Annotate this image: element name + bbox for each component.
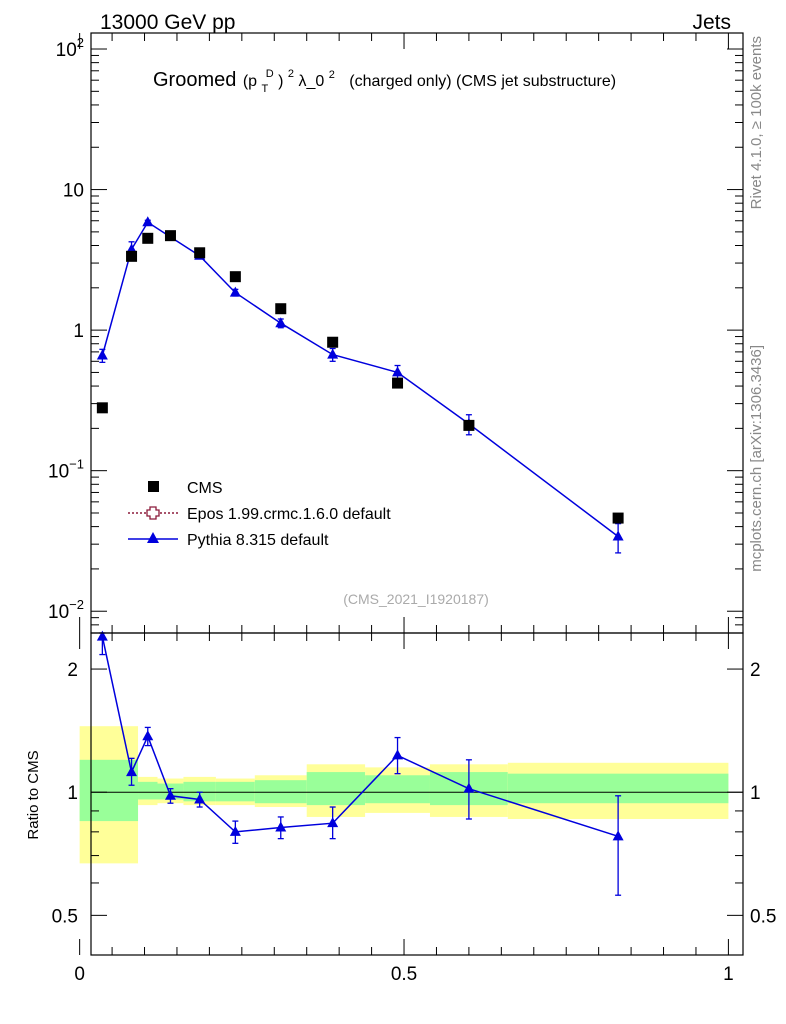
tick-label-base: 10 bbox=[56, 40, 77, 61]
legend-item-pythia: Pythia 8.315 default bbox=[128, 532, 329, 549]
cms-point bbox=[392, 377, 404, 389]
ratio-y-tick-label-left: 2 bbox=[67, 660, 78, 681]
legend-pythia-label: Pythia 8.315 default bbox=[187, 532, 329, 549]
legend-cms-marker bbox=[148, 481, 159, 492]
pythia-point bbox=[275, 317, 287, 328]
ratio-y-tick-label-left: 0.5 bbox=[52, 906, 78, 927]
tick-label-base: 10 bbox=[48, 462, 69, 483]
ratio-panel: Ratio to CMS 0.5 0.5 1 1 2 2 0 0.5 1 bbox=[25, 630, 777, 985]
ratio-pythia-point bbox=[229, 825, 241, 836]
ratio-band-inner bbox=[306, 772, 366, 806]
pythia-point bbox=[229, 286, 241, 297]
cms-point bbox=[229, 271, 241, 283]
ratio-pythia-point bbox=[142, 730, 154, 741]
ratio-pythia-point bbox=[392, 749, 404, 760]
main-data-layer bbox=[96, 216, 624, 554]
cms-point bbox=[463, 419, 475, 431]
ratio-bands bbox=[79, 726, 729, 864]
mcplots-label: mcplots.cern.ch [arXiv:1306.3436] bbox=[748, 345, 765, 572]
main-ticks bbox=[79, 33, 743, 634]
title-lambda-pow: 2 bbox=[329, 69, 335, 81]
ratio-pythia-point bbox=[126, 766, 138, 777]
legend-cms-label: CMS bbox=[187, 480, 223, 497]
cms-point bbox=[126, 250, 138, 262]
pythia-point bbox=[142, 216, 154, 227]
legend-epos-label: Epos 1.99.crmc.1.6.0 default bbox=[187, 506, 391, 523]
ratio-band-inner bbox=[138, 781, 158, 800]
ratio-pythia-point bbox=[275, 821, 287, 832]
main-y-tick-label: 10 bbox=[63, 181, 84, 202]
ratio-pythia-point bbox=[327, 817, 339, 828]
tick-label-exponent: 2 bbox=[77, 35, 84, 50]
title-p-close: ) bbox=[278, 73, 283, 90]
tick-label-base: 10 bbox=[63, 181, 84, 202]
ratio-band-inner bbox=[79, 759, 139, 822]
cms-point bbox=[142, 232, 154, 244]
ratio-data-layer bbox=[96, 630, 624, 896]
title-p-sup: D bbox=[266, 68, 274, 80]
main-y-tick-label: 10−1 bbox=[48, 457, 84, 483]
legend: CMS Epos 1.99.crmc.1.6.0 default Pythia … bbox=[128, 480, 391, 549]
ratio-y-tick-label-right: 0.5 bbox=[750, 906, 776, 927]
title-p-sub: T bbox=[262, 83, 269, 95]
ratio-band-inner bbox=[215, 781, 255, 802]
pythia-line bbox=[101, 221, 619, 538]
ratio-y-axis-label: Ratio to CMS bbox=[25, 750, 42, 839]
title-pow: 2 bbox=[288, 68, 294, 80]
pythia-point bbox=[96, 349, 108, 360]
tick-label-exponent: −1 bbox=[69, 457, 84, 472]
ratio-y-tick-label-right: 2 bbox=[750, 660, 761, 681]
cms-point bbox=[194, 247, 206, 259]
cms-point bbox=[164, 230, 176, 242]
pythia-point bbox=[392, 366, 404, 377]
title-suffix: (charged only) (CMS jet substructure) bbox=[349, 73, 616, 90]
main-y-tick-label: 1 bbox=[73, 321, 84, 342]
title-p: (p bbox=[243, 73, 257, 90]
x-tick-label: 0 bbox=[74, 964, 85, 985]
ratio-pythia-point bbox=[96, 630, 108, 641]
header-category: Jets bbox=[692, 11, 731, 34]
ratio-band-inner bbox=[365, 775, 430, 804]
tick-label-exponent: −2 bbox=[69, 597, 84, 612]
header-collision: 13000 GeV pp bbox=[100, 11, 235, 34]
ratio-pythia-point bbox=[164, 789, 176, 800]
rivet-label: Rivet 4.1.0, ≥ 100k events bbox=[748, 36, 765, 209]
x-tick-label: 0.5 bbox=[391, 964, 417, 985]
ratio-pythia-point bbox=[194, 793, 206, 804]
ratio-y-tick-label-left: 1 bbox=[67, 783, 78, 804]
tick-label-base: 10 bbox=[48, 602, 69, 623]
tick-label-base: 1 bbox=[73, 321, 84, 342]
legend-item-epos: Epos 1.99.crmc.1.6.0 default bbox=[128, 506, 391, 523]
pythia-point bbox=[327, 348, 339, 359]
cms-point bbox=[327, 336, 339, 348]
legend-item-cms: CMS bbox=[148, 480, 223, 497]
legend-pythia-marker bbox=[147, 532, 159, 543]
analysis-id: (CMS_2021_I1920187) bbox=[343, 591, 489, 607]
cms-point bbox=[275, 303, 287, 315]
cms-point bbox=[612, 512, 624, 524]
cms-point bbox=[96, 402, 108, 414]
main-y-tick-label: 102 bbox=[56, 35, 84, 61]
x-tick-label: 1 bbox=[723, 964, 734, 985]
title-prefix: Groomed bbox=[153, 69, 236, 91]
ratio-pythia-point bbox=[612, 830, 624, 841]
pythia-point bbox=[612, 530, 624, 541]
ratio-band-inner bbox=[254, 780, 307, 804]
legend-epos-marker bbox=[146, 506, 160, 520]
ratio-pythia-point bbox=[463, 782, 475, 793]
ratio-tick-labels: 0.5 0.5 1 1 2 2 0 0.5 1 bbox=[52, 660, 777, 985]
ratio-y-tick-label-right: 1 bbox=[750, 783, 761, 804]
ratio-frame bbox=[90, 632, 744, 956]
title-lambda: λ_0 bbox=[298, 73, 324, 90]
main-y-tick-label: 10−2 bbox=[48, 597, 84, 623]
plot-title: Groomed (p T D ) 2 λ_0 2 (charged only) … bbox=[153, 64, 616, 96]
